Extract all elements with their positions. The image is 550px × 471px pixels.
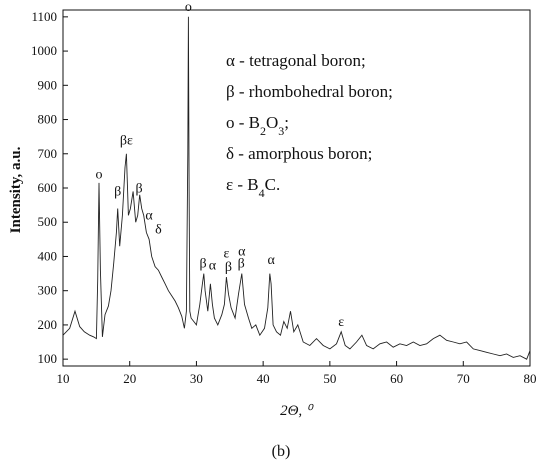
peak-label: β xyxy=(238,257,245,272)
peak-label: α xyxy=(145,209,153,224)
legend-entry: o - B2O3; xyxy=(226,113,289,138)
legend-entry: δ - amorphous boron; xyxy=(226,144,372,163)
y-tick-label: 300 xyxy=(38,283,58,298)
legend-entry: β - rhombohedral boron; xyxy=(226,82,393,101)
figure-caption: (b) xyxy=(272,443,291,460)
y-tick-label: 400 xyxy=(38,248,58,263)
x-tick-label: 60 xyxy=(390,371,403,386)
peak-label: o xyxy=(185,0,192,15)
peak-label: ε xyxy=(224,246,230,261)
legend-entry: ε - B4C. xyxy=(226,175,280,200)
x-tick-label: 10 xyxy=(57,371,70,386)
y-tick-label: 800 xyxy=(38,112,58,127)
legend-entry: α - tetragonal boron; xyxy=(226,51,366,70)
y-tick-label: 1000 xyxy=(31,43,57,58)
peak-label: β xyxy=(225,260,232,275)
legend: α - tetragonal boron; β - rhombohedral bo… xyxy=(226,51,393,200)
peak-label: o xyxy=(96,168,103,183)
peak-label: β xyxy=(114,185,121,200)
x-tick-label: 50 xyxy=(323,371,336,386)
y-axis-title: Intensity, a.u. xyxy=(8,146,24,233)
y-tick-label: 100 xyxy=(38,351,58,366)
series-layer xyxy=(62,16,531,360)
peak-label: α xyxy=(267,253,275,268)
y-tick-label: 600 xyxy=(38,180,58,195)
peak-label: β xyxy=(200,257,207,272)
y-tick-label: 500 xyxy=(38,214,58,229)
y-tick-label: 200 xyxy=(38,317,58,332)
peak-label: βε xyxy=(120,133,133,148)
x-tick-label: 70 xyxy=(457,371,470,386)
x-tick-label: 40 xyxy=(257,371,270,386)
y-axis: 100 200 300 400 500 600 700 800 900 1000 1100 xyxy=(31,9,68,366)
series-line-0 xyxy=(62,16,531,360)
peak-label: δ xyxy=(155,222,162,237)
y-tick-label: 1100 xyxy=(31,9,57,24)
peak-label: α xyxy=(209,258,217,273)
x-tick-label: 80 xyxy=(524,371,537,386)
peak-label: α xyxy=(238,245,246,260)
y-tick-label: 900 xyxy=(38,77,58,92)
x-tick-label: 30 xyxy=(190,371,203,386)
x-axis: 10 20 30 40 50 60 70 80 xyxy=(57,361,537,386)
x-tick-label: 20 xyxy=(123,371,136,386)
y-tick-label: 700 xyxy=(38,146,58,161)
peak-label: β xyxy=(135,181,142,196)
peak-label: ε xyxy=(338,315,344,330)
x-axis-title: 2Θ, ⁰ xyxy=(280,403,314,419)
